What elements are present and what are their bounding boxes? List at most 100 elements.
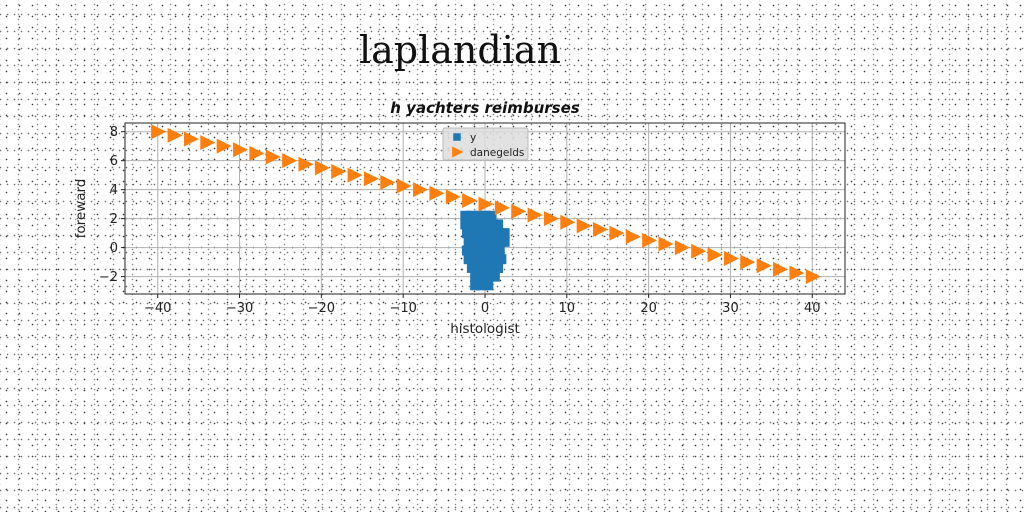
page-title: laplandian: [358, 28, 562, 72]
y-point: [470, 236, 481, 247]
y-point: [473, 219, 484, 230]
y-tick-label: 2: [110, 212, 118, 227]
x-tick-label: −10: [389, 301, 416, 316]
y-point: [473, 210, 484, 221]
danegelds-point: [511, 203, 527, 219]
y-point: [466, 262, 477, 273]
y-point: [483, 236, 494, 247]
legend-marker-danegelds: [452, 146, 464, 158]
y-point: [493, 262, 504, 273]
danegelds-point: [363, 171, 379, 187]
y-point: [473, 262, 484, 273]
danegelds-point: [543, 211, 559, 227]
y-point: [481, 245, 492, 256]
danegelds-point: [314, 160, 330, 176]
danegelds-point: [593, 222, 609, 238]
y-point: [466, 210, 477, 221]
x-tick-label: 0: [481, 301, 489, 316]
y-axis-label: foreward: [73, 179, 89, 239]
danegelds-point: [609, 225, 625, 241]
danegelds-point: [674, 240, 690, 256]
y-point: [493, 219, 504, 230]
x-tick-label: −40: [144, 301, 171, 316]
danegelds-point: [413, 182, 429, 198]
y-point: [475, 245, 486, 256]
danegelds-point: [740, 254, 756, 270]
y-point: [460, 210, 471, 221]
y-tick-label: 8: [110, 125, 118, 140]
danegelds-point: [642, 232, 658, 248]
legend-label: y: [470, 132, 476, 144]
danegelds-point: [347, 167, 363, 183]
y-point: [462, 228, 472, 239]
x-tick-label: 20: [640, 301, 657, 316]
legend-box: [442, 127, 529, 161]
y-point: [480, 219, 490, 230]
y-point: [480, 262, 490, 273]
x-axis-label: histologist: [450, 321, 520, 337]
y-point: [483, 271, 494, 282]
y-point: [468, 228, 479, 239]
danegelds-point: [527, 207, 543, 223]
danegelds-point: [298, 156, 314, 172]
danegelds-point: [200, 135, 216, 151]
y-point: [476, 236, 487, 247]
danegelds-point: [216, 138, 232, 154]
y-point: [499, 228, 510, 239]
danegelds-point: [249, 145, 265, 161]
y-point: [489, 271, 500, 282]
y-point: [466, 219, 477, 230]
danegelds-point: [151, 124, 167, 140]
legend-label: danegelds: [470, 147, 524, 159]
y-tick-label: 4: [110, 183, 118, 198]
y-point: [489, 254, 500, 265]
y-point: [483, 280, 494, 291]
danegelds-point: [183, 131, 199, 147]
x-tick-label: −30: [226, 301, 253, 316]
danegelds-point: [429, 185, 445, 201]
danegelds-point: [462, 193, 478, 209]
x-tick-label: 40: [804, 301, 821, 316]
chart-title: h yachters reimburses: [390, 99, 580, 117]
y-point: [499, 236, 510, 247]
danegelds-point: [707, 247, 723, 263]
x-tick-label: −20: [308, 301, 335, 316]
legend: y danegelds: [442, 127, 529, 161]
danegelds-point: [233, 142, 249, 158]
y-point: [496, 254, 507, 265]
y-point: [480, 210, 490, 221]
y-point: [476, 254, 487, 265]
danegelds-point: [396, 178, 412, 194]
y-point: [489, 236, 500, 247]
y-point: [488, 245, 499, 256]
y-point: [481, 228, 492, 239]
y-point: [460, 219, 471, 230]
y-point: [486, 210, 497, 221]
y-point: [468, 245, 479, 256]
danegelds-point: [756, 258, 772, 274]
y-point: [476, 271, 487, 282]
danegelds-point: [658, 236, 674, 252]
danegelds-point: [494, 200, 510, 216]
danegelds-point: [380, 174, 396, 190]
danegelds-point: [478, 196, 494, 212]
y-point: [470, 254, 481, 265]
y-point: [476, 280, 487, 291]
y-point: [486, 262, 497, 273]
y-point: [462, 245, 472, 256]
y-point: [470, 280, 481, 291]
y-point: [463, 254, 474, 265]
danegelds-point: [560, 214, 576, 230]
y-point: [488, 228, 499, 239]
danegelds-point: [167, 127, 183, 143]
danegelds-point: [331, 164, 347, 180]
y-tick-label: −2: [99, 270, 118, 285]
plot-area: [151, 124, 821, 291]
danegelds-point: [265, 149, 281, 165]
y-tick-label: 0: [110, 241, 118, 256]
danegelds-point: [805, 269, 821, 285]
danegelds-point: [691, 243, 707, 259]
y-point: [463, 236, 474, 247]
